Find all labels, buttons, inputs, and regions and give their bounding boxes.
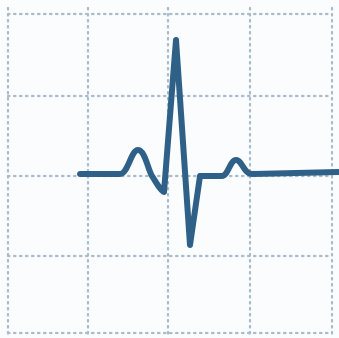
ecg-waveform bbox=[77, 37, 339, 248]
